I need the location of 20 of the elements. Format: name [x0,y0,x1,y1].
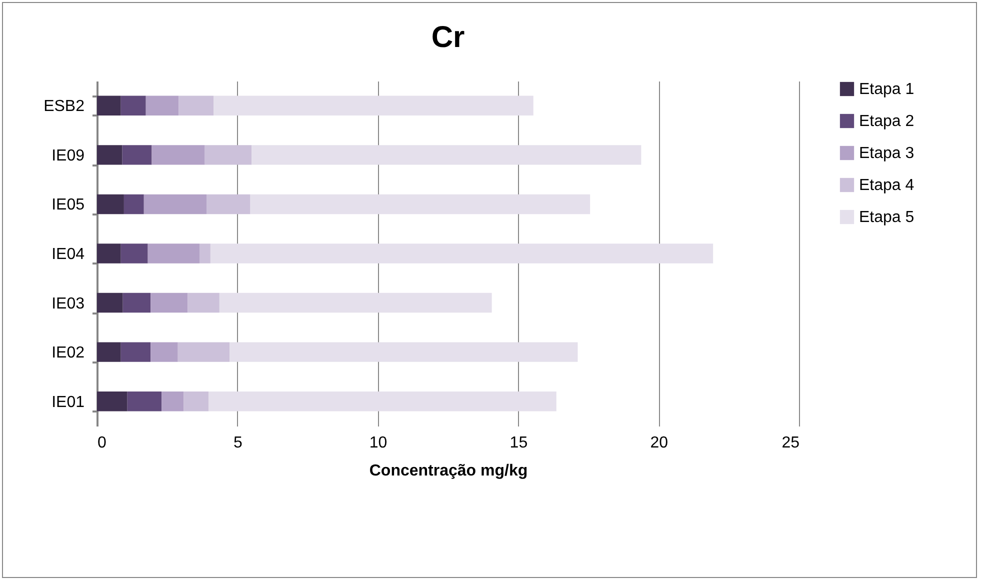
x-tick-label: 25 [782,434,800,452]
x-tick-label: 20 [650,434,668,452]
y-tick-label: IE05 [52,196,85,214]
y-tick-label: ESB2 [44,98,85,116]
x-tick-label: 15 [510,434,528,452]
legend-label: Etapa 4 [859,177,914,194]
x-tick-label: 0 [98,434,106,452]
x-tick-label: 10 [369,434,388,452]
legend-label: Etapa 1 [859,81,914,98]
legend-label: Etapa 2 [859,113,914,130]
legend-label: Etapa 5 [859,209,914,226]
y-tick-label: IE09 [52,147,85,164]
legend-label: Etapa 3 [859,145,914,162]
y-tick-label: IE03 [52,295,85,312]
y-tick-label: IE01 [52,394,85,411]
y-tick-label: IE02 [52,344,85,362]
chart-title: Cr [431,21,465,54]
x-axis-title: Concentração mg/kg [369,462,528,480]
x-tick-label: 5 [233,434,242,452]
y-tick-label: IE04 [52,246,85,263]
